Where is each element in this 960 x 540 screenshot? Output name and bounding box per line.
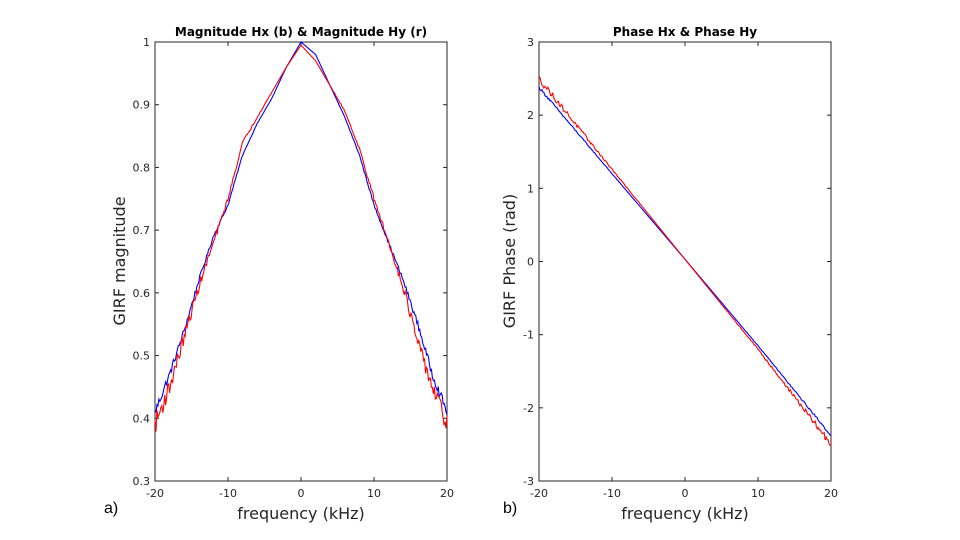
y-tick-label: -1 xyxy=(523,329,534,342)
panel-phase: Phase Hx & Phase Hy frequency (kHz) GIRF… xyxy=(500,25,838,523)
y-tick-label: 0.7 xyxy=(133,224,151,237)
panel-label-b: b) xyxy=(503,500,517,517)
y-tick-label: 0 xyxy=(527,256,534,269)
y-tick-label: 1 xyxy=(143,36,150,49)
y-axis-label-magnitude: GIRF magnitude xyxy=(110,196,129,325)
chart-title-phase: Phase Hx & Phase Hy xyxy=(613,25,757,39)
series-group-magnitude xyxy=(154,41,448,432)
x-tick-label: -20 xyxy=(146,487,164,500)
x-tick-label: 0 xyxy=(298,487,305,500)
y-tick-label: 0.8 xyxy=(133,161,151,174)
y-tick-label: 2 xyxy=(527,109,534,122)
x-tick-label: -10 xyxy=(603,487,621,500)
plot-area-magnitude xyxy=(154,41,448,482)
plot-area-phase xyxy=(538,41,832,482)
series-group-phase xyxy=(538,76,832,447)
chart-title-magnitude: Magnitude Hx (b) & Magnitude Hy (r) xyxy=(175,25,427,39)
series-line-phase-hy xyxy=(538,76,832,447)
y-tick-label: 0.4 xyxy=(133,412,151,425)
x-tick-label: 20 xyxy=(824,487,838,500)
y-tick-label: -2 xyxy=(523,402,534,415)
x-tick-label: -20 xyxy=(530,487,548,500)
x-axis-label-magnitude: frequency (kHz) xyxy=(237,504,365,523)
series-line-magnitude-hy xyxy=(154,44,448,432)
y-tick-label: 0.3 xyxy=(133,475,151,488)
y-tick-label: 0.6 xyxy=(133,287,151,300)
x-tick-label: -10 xyxy=(219,487,237,500)
x-tick-label: 0 xyxy=(682,487,689,500)
y-tick-label: 3 xyxy=(527,36,534,49)
panel-label-a: a) xyxy=(104,500,118,517)
x-tick-label: 20 xyxy=(440,487,454,500)
y-tick-label: 1 xyxy=(527,182,534,195)
x-axis-label-phase: frequency (kHz) xyxy=(621,504,749,523)
y-tick-label: -3 xyxy=(523,475,534,488)
x-tick-label: 10 xyxy=(751,487,765,500)
series-line-magnitude-hx xyxy=(154,41,448,415)
x-tick-label: 10 xyxy=(367,487,381,500)
y-tick-label: 0.5 xyxy=(133,350,151,363)
y-axis-label-phase: GIRF Phase (rad) xyxy=(500,194,519,328)
axis-ticks-magnitude: -20 -10 0 10 20 0.3 0.4 0.5 0.6 0.7 0.8 0.9 1 xyxy=(133,36,455,500)
y-tick-label: 0.9 xyxy=(133,99,151,112)
panel-magnitude: Magnitude Hx (b) & Magnitude Hy (r) freq… xyxy=(104,25,454,523)
